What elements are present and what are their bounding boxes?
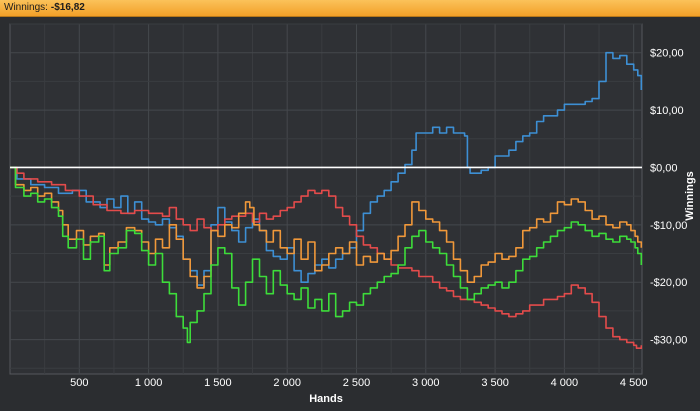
x-axis: 500 1 000 1 500 2 000 2 500 3 000 3 500 4 000 4 … [70,377,647,389]
winnings-value: -$16,82 [50,2,85,13]
x-tick-label: 2 500 [343,377,371,389]
x-tick-label: 3 500 [481,377,509,389]
y-tick-label: $20,00 [650,48,684,60]
x-tick-label: 4 500 [620,377,648,389]
x-tick-label: 2 000 [273,377,301,389]
series-group [10,51,643,349]
plot-area [9,23,643,375]
x-tick-label: 4 000 [551,377,579,389]
winnings-header: Winnings: -$16,82 [0,0,700,17]
x-tick-label: 1 000 [135,377,163,389]
series-line-0 [10,51,643,286]
y-tick-label: $10,00 [650,105,684,117]
series-line-3 [10,166,643,344]
y-axis: $20,00 $10,00 $0,00 -$10,00 -$20,00 -$30,00 [650,48,687,347]
y-tick-label: -$10,00 [650,220,687,232]
y-tick-label: -$20,00 [650,277,687,289]
x-tick-label: 1 500 [204,377,232,389]
y-tick-label: -$30,00 [650,335,687,347]
y-tick-label: $0,00 [650,162,678,174]
y-axis-title: Winnings [684,171,696,220]
series-line-1 [10,166,643,349]
x-axis-title: Hands [309,393,343,405]
series-line-2 [10,166,643,289]
x-tick-label: 500 [70,377,88,389]
x-tick-label: 3 000 [412,377,440,389]
winnings-label: Winnings: [4,2,48,13]
